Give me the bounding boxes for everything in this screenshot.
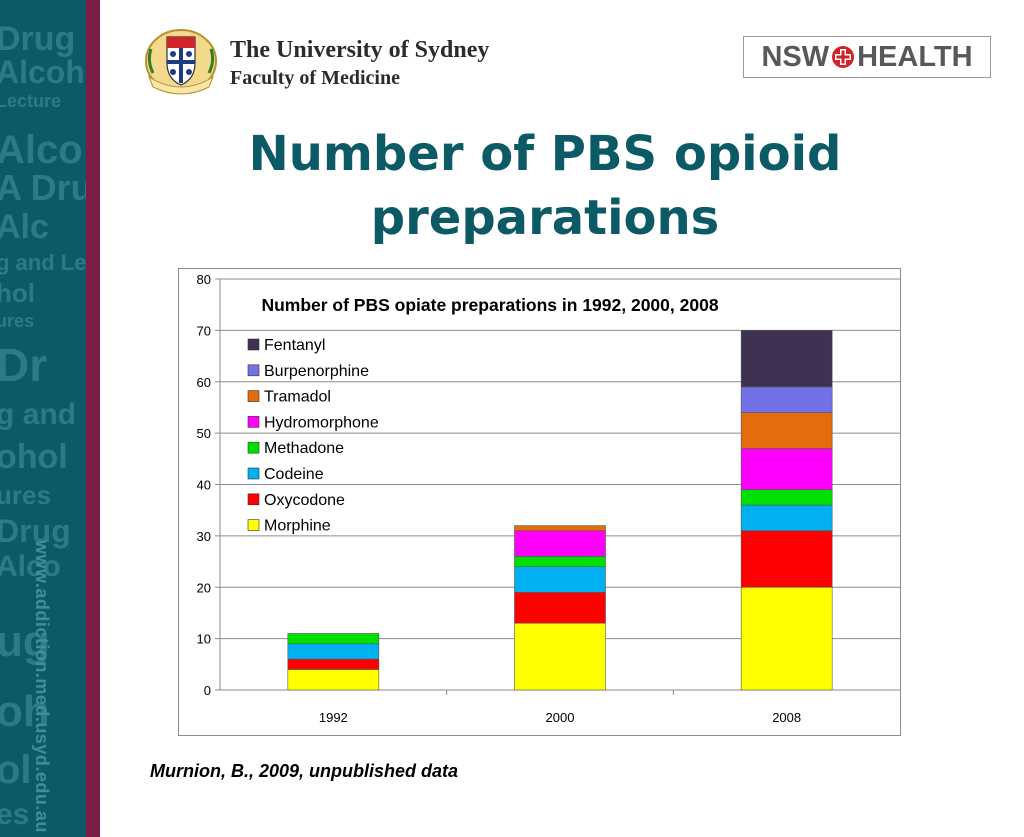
sidebar-decor-text: oh [0,687,50,736]
sidebar-decor-text: ug [0,617,50,666]
sidebar-decor-text: Alco [0,128,83,172]
sidebar-decor-text: Alcoh [0,54,85,90]
bar-segment [740,530,833,588]
legend-swatch [247,338,260,351]
legend-swatch [247,441,260,454]
health-cross-icon [832,46,855,68]
faculty-name: Faculty of Medicine [230,67,400,89]
bar-segment [740,448,833,490]
legend-label: Hydromorphone [264,414,379,431]
legend-swatch [247,364,260,377]
bar-segment [514,556,606,567]
legend-label: Morphine [264,518,331,535]
sidebar-decor-text: g and [0,398,76,431]
legend-swatch [247,519,260,531]
chart-frame: 0 10 20 30 40 50 60 70 80 1992 2000 2008 Number of P… [178,268,901,736]
legend-swatch [247,493,260,506]
legend-label: Burpenorphine [264,363,369,380]
y-tick-label: 40 [197,478,211,493]
y-tick-label: 80 [197,272,211,287]
y-tick-label: 30 [197,529,211,544]
bar-segment [287,658,380,670]
nsw-health-logo-right: HEALTH [857,40,973,73]
bar-segment [740,386,833,413]
chart-title: Number of PBS opiate preparations in 199… [261,295,718,315]
bar-segment [287,669,380,691]
y-tick-label: 70 [197,323,211,338]
sidebar-decor-text: ures [0,480,51,510]
legend-swatch [247,467,260,480]
bar-segment [740,489,833,506]
legend-label: Oxycodone [264,492,345,509]
bar-segment [514,622,606,691]
sidebar-band: Drug Alcoh Lecture Alco A Dru Alc g and … [0,0,86,837]
sidebar-decor-text: ohol [0,438,68,476]
bar-segment [514,566,606,593]
sidebar-decor-text: es [0,798,30,831]
sidebar-decor-text: hol [0,278,35,308]
sidebar-decor-text: Dr [0,339,48,391]
y-tick-label: 0 [204,683,211,698]
sidebar-decor-text: ol [0,748,32,792]
legend-label: Methadone [264,440,344,457]
sidebar-url: www.addiction.med.usyd.edu.au [32,540,52,833]
bar-segment [514,592,606,624]
bar-segment [740,330,833,388]
x-tick-label: 2000 [546,710,575,725]
x-tick-label: 1992 [319,710,348,725]
legend-label: Fentanyl [264,337,325,354]
bar-segment [514,525,606,532]
bar-segment [740,504,833,532]
sidebar-decor-text: g and Lec [0,250,86,275]
bar-segment [514,530,606,557]
nsw-health-logo-left: NSW [761,40,830,73]
legend-label: Tramadol [264,389,331,406]
citation: Murnion, B., 2009, unpublished data [150,761,459,781]
sidebar-stripe [86,0,100,837]
bar-segment [740,412,833,449]
stacked-bar-chart: 0 10 20 30 40 50 60 70 80 1992 2000 2008 Number of P… [197,272,900,725]
y-tick-label: 10 [197,632,211,647]
sidebar-decor-text: Drug [0,20,76,58]
legend-swatch [247,390,260,402]
slide-title: Number of PBS opioid preparations [248,126,842,246]
y-tick-label: 60 [197,375,211,390]
sidebar-decor-text: Drug [0,513,71,549]
bar-segment [287,633,380,645]
university-name: The University of Sydney [230,37,490,63]
sidebar-decor-text: ures [0,311,35,331]
university-crest-icon [145,29,217,95]
bar-segment [740,586,833,691]
x-tick-label: 2008 [772,710,801,725]
bar-segment [287,643,380,660]
legend-label: Codeine [264,466,324,483]
y-tick-label: 20 [197,580,211,595]
y-tick-label: 50 [197,426,211,441]
nsw-health-logo: NSW HEALTH [743,36,991,78]
legend-swatch [247,416,260,428]
sidebar-decor-text: A Dru [0,167,86,208]
sidebar-decor-text: Alc [0,208,49,246]
sidebar-decor-text: Alco [0,550,62,583]
sidebar-decor-text: Lecture [0,91,62,111]
